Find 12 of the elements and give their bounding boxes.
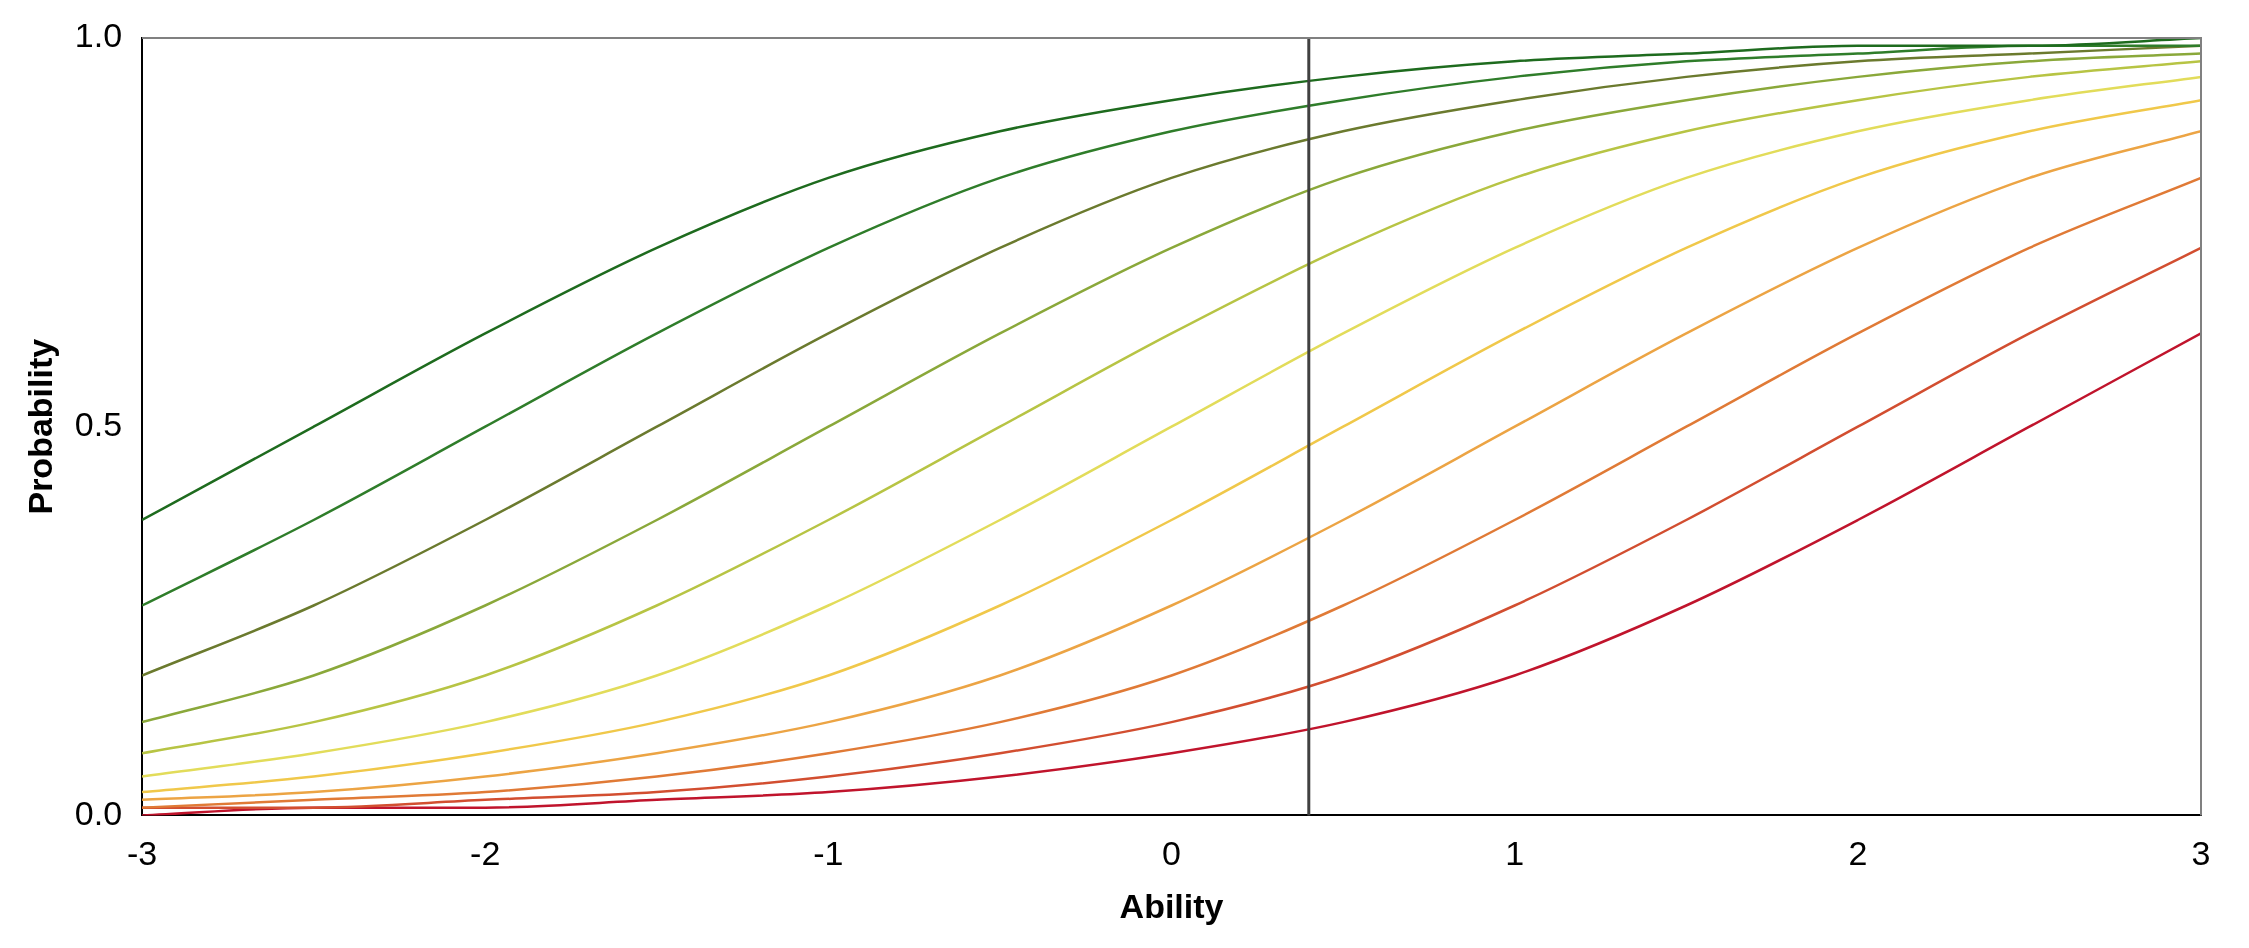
x-tick-label: 1	[1505, 834, 1525, 873]
x-tick-label: -3	[126, 834, 158, 873]
y-axis-title: Probability	[20, 338, 59, 515]
y-tick-label: 0.5	[74, 405, 123, 444]
x-axis-title: Ability	[1119, 886, 1224, 925]
x-tick-label: -1	[813, 834, 844, 873]
x-tick-label: 0	[1162, 834, 1181, 873]
y-tick-label: 0.0	[74, 793, 123, 832]
x-tick-label: 2	[1848, 834, 1868, 873]
y-tick-label: 1.0	[74, 16, 123, 55]
x-tick-label: 3	[2191, 834, 2211, 873]
x-tick-label: -2	[470, 834, 501, 873]
